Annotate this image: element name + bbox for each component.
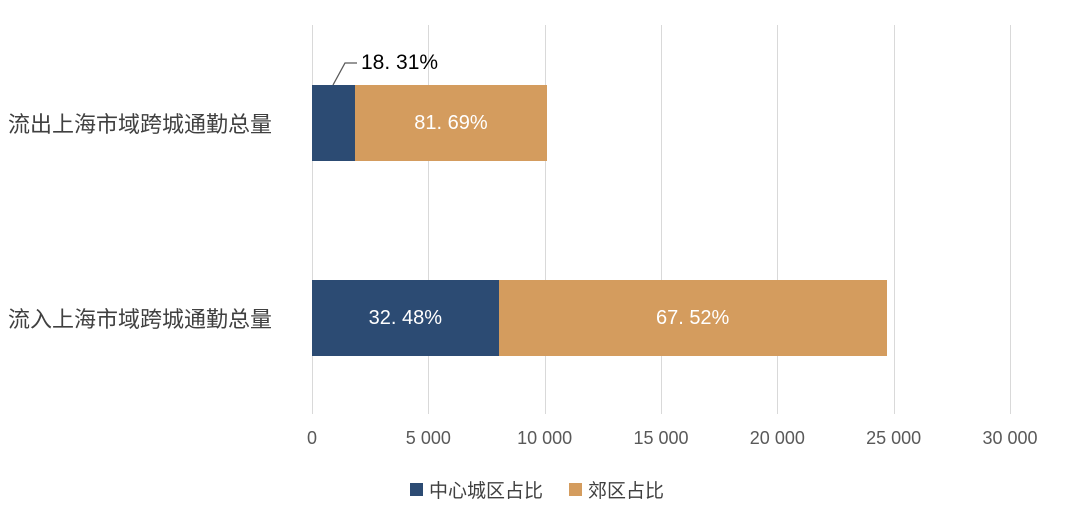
bar-row: 81. 69% [312,85,547,161]
plot-area: 18. 31% 81. 69% 32. 48% 67. 52% [312,25,1011,414]
x-tick-label: 15 000 [633,428,689,448]
gridline [661,25,662,414]
callout-value-label: 18. 31% [361,51,439,74]
legend-swatch-center [409,483,423,496]
x-tick-label: 0 [306,428,318,448]
gridline [893,25,895,414]
legend: 中心城区占比 郊区占比 [0,476,1074,503]
x-tick-label: 25 000 [866,428,922,448]
category-label: 流入上海市域跨城通勤总量 [8,307,273,332]
bar-row: 32. 48% 67. 52% [312,280,887,356]
legend-label: 郊区占比 [588,481,665,502]
bar-segment-suburb: 81. 69% [355,85,547,161]
bar-value-label: 32. 48% [368,306,443,329]
legend-swatch-suburb [569,483,582,496]
legend-item-center: 中心城区占比 [409,476,543,503]
category-axis: 流出上海市域跨城通勤总量 流入上海市域跨城通勤总量 [0,0,312,523]
x-tick-label: 20 000 [749,428,805,448]
bar-segment-center [312,85,356,161]
gridline [312,25,313,414]
x-tick-label: 30 000 [982,428,1038,448]
gridline [544,25,546,414]
category-label: 流出上海市域跨城通勤总量 [8,112,273,137]
callout-leader-line [332,62,357,86]
bar-segment-suburb: 67. 52% [498,280,887,356]
gridline [777,25,779,414]
legend-label: 中心城区占比 [428,481,543,502]
x-tick-label: 10 000 [517,428,573,448]
x-axis: 0 5 000 10 000 15 000 20 000 25 000 30 000 [307,428,1038,450]
bar-value-label: 81. 69% [414,111,488,134]
legend-item-suburb: 郊区占比 [569,476,664,503]
gridline [428,25,430,414]
bar-value-label: 67. 52% [655,306,730,329]
gridline [1010,25,1011,414]
bar-segment-center: 32. 48% [312,280,499,356]
x-tick-label: 5 000 [405,428,451,448]
